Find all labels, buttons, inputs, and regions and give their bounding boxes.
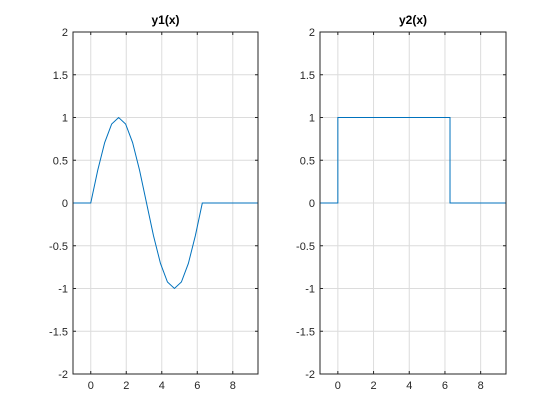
y-tick-label: 1: [309, 113, 315, 125]
x-tick-label: 0: [335, 380, 341, 392]
chart-title: y2(x): [399, 13, 427, 27]
x-tick-label: 6: [442, 380, 448, 392]
y-tick-label: -1.5: [296, 326, 315, 338]
y-tick-label: 0.5: [300, 155, 315, 167]
x-tick-label: 6: [194, 380, 200, 392]
y-tick-label: -0.5: [49, 241, 68, 253]
series-line: [73, 116, 258, 290]
y-tick-label: -0.5: [296, 241, 315, 253]
chart-title: y1(x): [151, 13, 179, 27]
y-tick-label: -2: [305, 369, 315, 381]
axes-box: [72, 31, 259, 375]
ticks: -2 -1.5 -1 -0.5 0 0.5 1 1.5 2 0 2 4 6 8: [296, 27, 506, 392]
x-tick-label: 8: [478, 380, 484, 392]
x-tick-label: 2: [123, 380, 129, 392]
y-tick-label: -1: [58, 284, 68, 296]
y-tick-label: -1: [305, 284, 315, 296]
x-tick-label: 4: [159, 380, 165, 392]
y-tick-label: 1: [62, 113, 68, 125]
x-tick-label: 0: [88, 380, 94, 392]
y-tick-label: -1.5: [49, 326, 68, 338]
x-tick-label: 2: [370, 380, 376, 392]
y-tick-label: 1.5: [53, 70, 68, 82]
y-tick-label: -2: [58, 369, 68, 381]
subplot-y2: y2(x) -2 -1.5 -1 -0.5 0 0.5 1 1.5 2 0 2 4 6 8: [296, 13, 507, 392]
y-tick-label: 0: [309, 198, 315, 210]
x-tick-label: 4: [406, 380, 412, 392]
axes-box: [319, 31, 507, 375]
subplot-y1: y1(x) -2 -1.5 -1 -0.5 0 0.5 1 1.5 2 0 2 4 6 8: [49, 13, 259, 392]
x-tick-label: 8: [230, 380, 236, 392]
y-tick-label: 0.5: [53, 155, 68, 167]
y-tick-label: 1.5: [300, 70, 315, 82]
ticks: -2 -1.5 -1 -0.5 0 0.5 1 1.5 2 0 2 4 6 8: [49, 27, 258, 392]
y-tick-label: 2: [309, 27, 315, 39]
series-line: [320, 117, 506, 204]
y-tick-label: 0: [62, 198, 68, 210]
y-tick-label: 2: [62, 27, 68, 39]
